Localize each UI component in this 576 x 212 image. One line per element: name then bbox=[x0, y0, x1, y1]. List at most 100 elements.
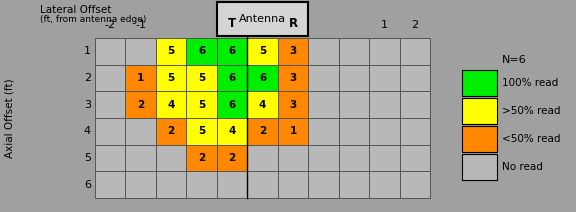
Text: <50% read: <50% read bbox=[502, 134, 560, 144]
Bar bbox=[339, 65, 369, 91]
Text: Axial Offset (ft): Axial Offset (ft) bbox=[5, 78, 15, 158]
Bar bbox=[187, 145, 217, 171]
Bar bbox=[217, 171, 247, 198]
Text: 1: 1 bbox=[381, 20, 388, 30]
Bar bbox=[369, 145, 400, 171]
Text: 2: 2 bbox=[229, 153, 236, 163]
Bar bbox=[400, 171, 430, 198]
Bar bbox=[156, 91, 187, 118]
Bar bbox=[217, 2, 308, 36]
Bar bbox=[217, 38, 247, 65]
Bar bbox=[339, 171, 369, 198]
Bar bbox=[217, 145, 247, 171]
Text: Lateral Offset: Lateral Offset bbox=[40, 5, 111, 15]
Text: 5: 5 bbox=[168, 46, 175, 56]
Text: 6: 6 bbox=[198, 46, 205, 56]
Bar bbox=[308, 145, 339, 171]
Text: 4: 4 bbox=[228, 126, 236, 136]
Bar bbox=[462, 154, 497, 180]
Bar bbox=[187, 65, 217, 91]
Text: 5: 5 bbox=[198, 100, 205, 110]
Text: -2: -2 bbox=[105, 20, 116, 30]
Bar bbox=[187, 118, 217, 145]
Text: 2: 2 bbox=[168, 126, 175, 136]
Text: (ft, from antenna edge): (ft, from antenna edge) bbox=[40, 15, 146, 24]
Text: 2: 2 bbox=[84, 73, 91, 83]
Bar bbox=[278, 65, 308, 91]
Bar bbox=[278, 145, 308, 171]
Text: 5: 5 bbox=[259, 46, 266, 56]
Text: 1: 1 bbox=[137, 73, 145, 83]
Text: 5: 5 bbox=[198, 73, 205, 83]
Text: 2: 2 bbox=[411, 20, 418, 30]
Bar bbox=[217, 65, 247, 91]
Bar bbox=[308, 91, 339, 118]
Bar bbox=[462, 98, 497, 124]
Text: 5: 5 bbox=[198, 126, 205, 136]
Text: 6: 6 bbox=[259, 73, 266, 83]
Bar bbox=[187, 91, 217, 118]
Bar bbox=[369, 171, 400, 198]
Bar bbox=[156, 38, 187, 65]
Text: 5: 5 bbox=[84, 153, 91, 163]
Text: 3: 3 bbox=[289, 73, 297, 83]
Text: 100% read: 100% read bbox=[502, 78, 558, 88]
Bar bbox=[369, 65, 400, 91]
Bar bbox=[247, 65, 278, 91]
Bar bbox=[369, 91, 400, 118]
Bar bbox=[339, 145, 369, 171]
Text: 4: 4 bbox=[168, 100, 175, 110]
Bar bbox=[156, 118, 187, 145]
Bar bbox=[339, 91, 369, 118]
Text: 1: 1 bbox=[84, 46, 91, 56]
Text: 5: 5 bbox=[168, 73, 175, 83]
Bar bbox=[247, 118, 278, 145]
Bar bbox=[308, 171, 339, 198]
Bar bbox=[247, 91, 278, 118]
Text: 6: 6 bbox=[84, 180, 91, 190]
Text: 2: 2 bbox=[137, 100, 145, 110]
Bar bbox=[156, 65, 187, 91]
Text: 6: 6 bbox=[229, 100, 236, 110]
Bar bbox=[369, 118, 400, 145]
Bar bbox=[278, 118, 308, 145]
Bar bbox=[400, 91, 430, 118]
Bar bbox=[126, 145, 156, 171]
Bar bbox=[339, 38, 369, 65]
Bar bbox=[126, 171, 156, 198]
Bar bbox=[126, 91, 156, 118]
Bar bbox=[400, 118, 430, 145]
Bar bbox=[95, 91, 126, 118]
Bar bbox=[400, 145, 430, 171]
Bar bbox=[95, 38, 126, 65]
Bar bbox=[247, 145, 278, 171]
Bar bbox=[126, 65, 156, 91]
Bar bbox=[400, 38, 430, 65]
Text: 3: 3 bbox=[289, 46, 297, 56]
Text: 6: 6 bbox=[229, 46, 236, 56]
Text: 6: 6 bbox=[229, 73, 236, 83]
Text: Antenna: Antenna bbox=[239, 14, 286, 24]
Bar bbox=[247, 171, 278, 198]
Bar bbox=[95, 171, 126, 198]
Bar bbox=[126, 118, 156, 145]
Text: T: T bbox=[228, 17, 236, 30]
Text: 3: 3 bbox=[84, 100, 91, 110]
Bar bbox=[308, 38, 339, 65]
Text: >50% read: >50% read bbox=[502, 106, 560, 116]
Bar bbox=[187, 171, 217, 198]
Bar bbox=[400, 65, 430, 91]
Bar bbox=[156, 171, 187, 198]
Bar bbox=[308, 118, 339, 145]
Text: -1: -1 bbox=[135, 20, 146, 30]
Bar bbox=[462, 126, 497, 152]
Bar bbox=[217, 91, 247, 118]
Text: 2: 2 bbox=[259, 126, 266, 136]
Text: 1: 1 bbox=[289, 126, 297, 136]
Text: 4: 4 bbox=[84, 126, 91, 136]
Bar bbox=[462, 70, 497, 96]
Text: No read: No read bbox=[502, 162, 543, 172]
Bar bbox=[156, 145, 187, 171]
Bar bbox=[278, 171, 308, 198]
Bar bbox=[278, 38, 308, 65]
